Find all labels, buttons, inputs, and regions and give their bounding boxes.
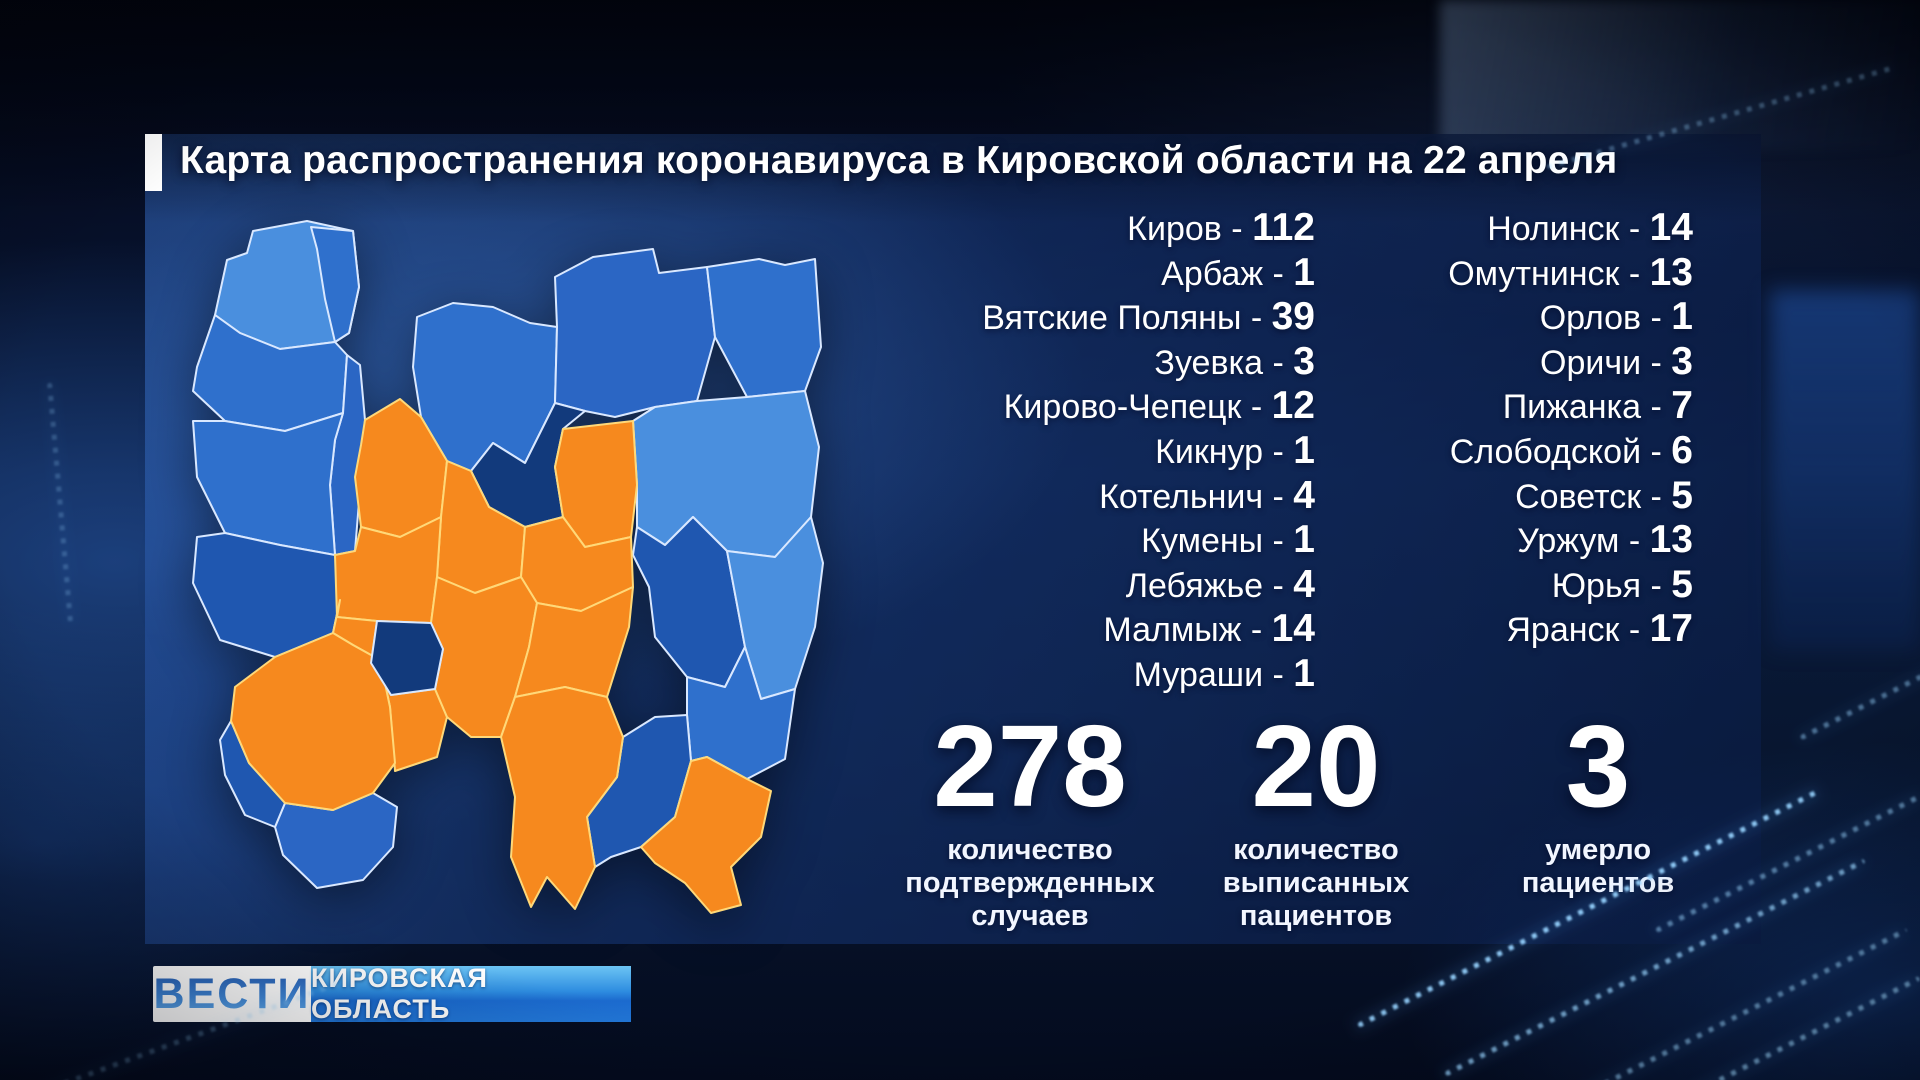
bg-vignette (0, 0, 1920, 1080)
broadcast-frame: Карта распространения коронавируса в Кир… (0, 0, 1920, 1080)
